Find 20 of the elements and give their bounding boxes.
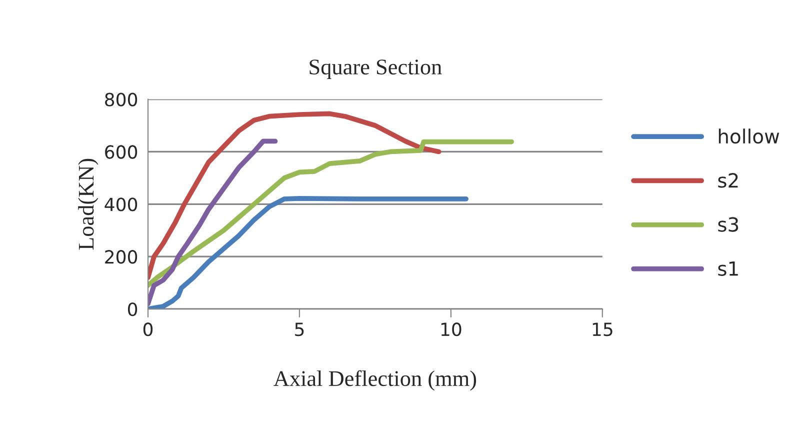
line-series [148,111,442,280]
y-tick-label: 600 [105,145,138,159]
y-tick-label: 800 [105,92,138,106]
y-tick-label: 200 [105,250,138,264]
line-series [148,138,278,306]
line-series [148,139,514,288]
y-tick-label: 400 [104,198,138,212]
legend-label: s1 [718,261,738,276]
y-axis-title: Load(KN) [78,158,98,250]
x-tick-label: 0 [143,322,153,336]
line-series [148,196,469,310]
legend-label: s2 [718,173,738,188]
x-tick-label: 5 [295,322,304,336]
chart-title: Square Section [310,60,442,80]
legend-label: s3 [718,217,738,232]
x-tick-label: 10 [441,322,462,336]
y-tick-label: 0 [128,302,138,316]
x-axis-title: Axial Deflection (mm) [274,370,476,391]
legend-label: hollow [718,128,780,144]
x-tick-label: 15 [592,322,612,336]
